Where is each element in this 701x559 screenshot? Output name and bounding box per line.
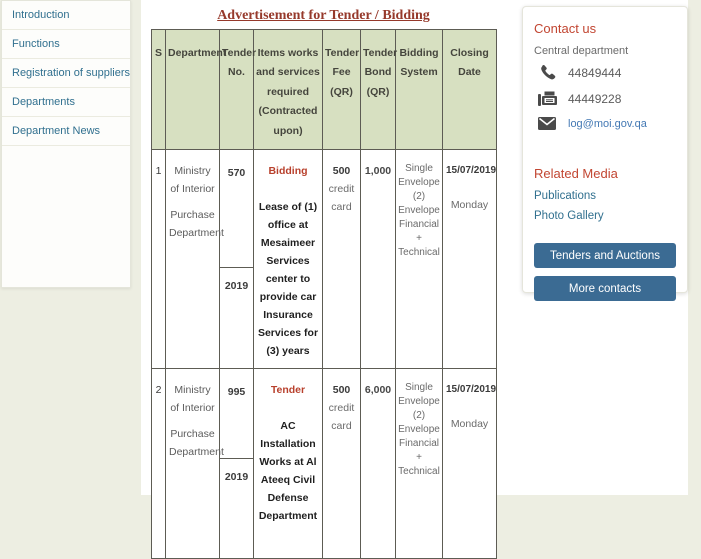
fee-amount: 500	[332, 384, 351, 397]
closing-date: 15/07/2019	[446, 384, 497, 396]
fee-amount: 500	[332, 165, 351, 178]
header-items: Items works and services required (Contr…	[253, 28, 323, 151]
closing-day: Monday	[450, 199, 489, 212]
table-header-row: S Department Tender No. Items works and …	[151, 28, 497, 151]
phone-number: 44849444	[568, 65, 622, 80]
department-name: Ministry of Interior	[170, 384, 215, 415]
serial-number: 1	[151, 149, 166, 370]
tender-number: 570	[220, 150, 253, 269]
tender-year: 2019	[224, 280, 249, 293]
phone-row: 44849444	[534, 64, 676, 81]
tender-fee-cell: 500 credit card	[322, 149, 361, 370]
tender-bond-cell: 6,000	[360, 368, 396, 559]
tender-year: 2019	[224, 471, 249, 484]
department-name: Ministry of Interior	[170, 165, 215, 196]
serial-number: 2	[151, 368, 166, 559]
fax-number: 44449228	[568, 92, 622, 106]
header-tender-no: Tender No.	[219, 28, 256, 151]
contact-us-heading: Contact us	[534, 21, 597, 36]
contact-card: Contact us Central department 44849444 4…	[522, 6, 688, 301]
bidding-system-cell: Single Envelope (2) Envelope Financial +…	[395, 368, 443, 559]
tenders-and-auctions-button[interactable]: Tenders and Auctions	[534, 243, 676, 268]
department-subname: Purchase Department	[169, 209, 224, 240]
fax-row: 44449228	[534, 90, 676, 108]
closing-date-cell: 15/07/2019 Monday	[442, 368, 497, 559]
phone-icon	[534, 64, 560, 81]
tender-bond-cell: 1,000	[360, 149, 396, 370]
page-title: Advertisement for Tender / Bidding	[217, 8, 430, 23]
closing-day: Monday	[450, 418, 489, 431]
tender-fee-cell: 500 credit card	[322, 368, 361, 559]
closing-date: 15/07/2019	[446, 165, 497, 177]
header-tender-fee: Tender Fee (QR)	[322, 28, 361, 151]
email-row: log@moi.gov.qa	[534, 117, 676, 130]
tender-no-cell: 570 2019	[219, 149, 254, 370]
email-link[interactable]: log@moi.gov.qa	[568, 117, 647, 130]
items-cell: Tender AC Installation Works at Al Ateeq…	[253, 368, 323, 559]
table-row: 2 Ministry of Interior Purchase Departme…	[151, 368, 497, 559]
header-department: Department	[165, 28, 226, 151]
email-icon	[534, 117, 560, 130]
items-cell: Bidding Lease of (1) office at Mesaimeer…	[253, 149, 323, 370]
left-nav-sidebar: Introduction Functions Registration of s…	[1, 0, 131, 288]
item-type-label: Tender	[270, 384, 306, 397]
sidebar-item-departments[interactable]: Departments	[2, 88, 130, 117]
sidebar-item-introduction[interactable]: Introduction	[2, 1, 130, 30]
item-type-label: Bidding	[268, 165, 308, 178]
item-description: Lease of (1) office at Mesaimeer Service…	[257, 201, 319, 358]
fax-icon	[534, 90, 560, 108]
department-cell: Ministry of Interior Purchase Department	[165, 368, 224, 559]
publications-link[interactable]: Publications	[534, 190, 597, 202]
item-description: AC Installation Works at Al Ateeq Civil …	[258, 420, 318, 523]
header-tender-bond: Tender Bond (QR)	[360, 28, 397, 151]
header-s: S	[151, 28, 166, 151]
department-subname: Purchase Department	[169, 428, 224, 459]
fee-note: credit card	[328, 402, 355, 433]
sidebar-item-registration-of-suppliers[interactable]: Registration of suppliers	[2, 59, 130, 88]
tenders-table: S Department Tender No. Items works and …	[151, 28, 497, 559]
bidding-system-cell: Single Envelope (2) Envelope Financial +…	[395, 149, 443, 370]
tender-number: 995	[220, 369, 253, 460]
photo-gallery-link[interactable]: Photo Gallery	[534, 210, 604, 222]
related-media-heading: Related Media	[534, 166, 618, 181]
header-closing-date: Closing Date	[442, 28, 497, 151]
closing-date-cell: 15/07/2019 Monday	[442, 149, 497, 370]
department-cell: Ministry of Interior Purchase Department	[165, 149, 224, 370]
tender-no-cell: 995 2019	[219, 368, 254, 559]
more-contacts-button[interactable]: More contacts	[534, 276, 676, 301]
contact-department-label: Central department	[534, 45, 629, 57]
header-bidding-system: Bidding System	[395, 28, 443, 151]
table-row: 1 Ministry of Interior Purchase Departme…	[151, 149, 497, 370]
sidebar-item-department-news[interactable]: Department News	[2, 117, 130, 146]
sidebar-item-functions[interactable]: Functions	[2, 30, 130, 59]
fee-note: credit card	[328, 183, 355, 214]
